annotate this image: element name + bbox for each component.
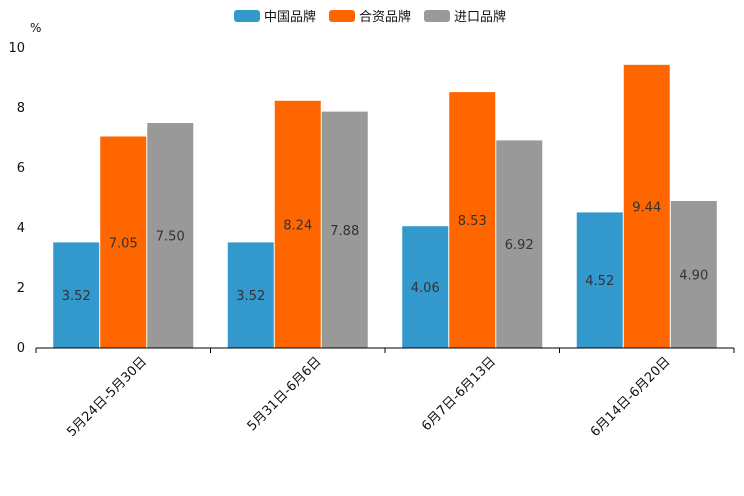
legend: 中国品牌 合资品牌 进口品牌 (234, 9, 506, 25)
y-tick-label: 0 (17, 341, 25, 356)
bar-4-3 (670, 201, 717, 348)
bar-2-3 (321, 111, 368, 348)
bar-value-label: 4.06 (411, 281, 440, 296)
legend-label-2: 合资品牌 (359, 9, 411, 25)
legend-swatch-3 (424, 10, 450, 22)
bar-value-label: 4.90 (679, 269, 708, 284)
bar-value-label: 9.44 (632, 200, 661, 215)
bar-2-1 (227, 242, 274, 348)
y-tick-label: 6 (17, 161, 25, 176)
bar-1-2 (100, 136, 147, 348)
bar-4-1 (576, 212, 623, 348)
bar-value-label: 7.05 (109, 236, 138, 251)
bar-value-label: 6.92 (505, 238, 534, 253)
legend-swatch-2 (329, 10, 355, 22)
bars (53, 64, 717, 349)
y-axis-unit: % (30, 21, 41, 35)
y-tick-label: 4 (17, 221, 25, 236)
bar-3-3 (496, 140, 543, 348)
x-tick-label: 6月14日-6月20日 (588, 354, 674, 440)
y-tick-label: 10 (8, 41, 25, 56)
bar-2-2 (274, 100, 321, 348)
bar-4-2 (623, 64, 670, 349)
bar-labels: 3.52 7.05 7.50 3.52 8.24 7.88 4.06 8.53 6.92 4.52… (62, 200, 708, 304)
bar-value-label: 8.53 (458, 214, 487, 229)
y-axis-ticks: 0 2 4 6 8 10 (8, 41, 25, 356)
bar-value-label: 4.52 (585, 274, 614, 289)
x-tick-label: 5月24日-5月30日 (64, 354, 150, 440)
y-tick-label: 8 (17, 101, 25, 116)
bar-value-label: 8.24 (283, 218, 312, 233)
bar-1-3 (147, 123, 194, 348)
y-tick-label: 2 (17, 281, 25, 296)
bar-value-label: 7.50 (156, 230, 185, 245)
legend-swatch-1 (234, 10, 260, 22)
bar-1-1 (53, 242, 100, 348)
x-axis-ticks: 5月24日-5月30日 5月31日-6月6日 6月7日-6月13日 6月14日-6月2… (35, 348, 735, 440)
legend-label-3: 进口品牌 (454, 9, 506, 25)
bar-3-2 (449, 92, 496, 348)
x-tick-label: 5月31日-6月6日 (245, 354, 325, 434)
bar-3-1 (402, 226, 449, 348)
bar-value-label: 3.52 (236, 289, 265, 304)
x-tick-label: 6月7日-6月13日 (419, 354, 499, 434)
bar-value-label: 7.88 (330, 224, 359, 239)
legend-label-1: 中国品牌 (264, 9, 316, 25)
bar-value-label: 3.52 (62, 289, 91, 304)
